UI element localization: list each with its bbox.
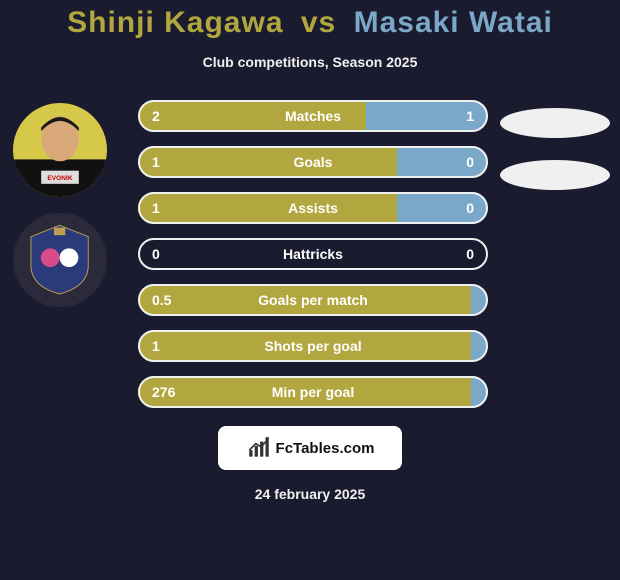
opponent-placeholders — [500, 108, 610, 212]
stat-label: Goals — [294, 154, 333, 170]
stat-value-left: 1 — [152, 200, 160, 216]
stat-row-goals: 1 0 Goals — [138, 146, 488, 178]
title-vs: vs — [301, 6, 336, 39]
placeholder-ellipse-1 — [500, 108, 610, 138]
stat-label: Hattricks — [283, 246, 343, 262]
stat-value-left: 1 — [152, 154, 160, 170]
stat-row-hattricks: 0 0 Hattricks — [138, 238, 488, 270]
stat-value-left: 2 — [152, 108, 160, 124]
stats-bars: 2 1 Matches 1 0 Goals 1 0 Assists 0 0 Hattricks 0.5 G… — [138, 100, 488, 408]
stat-value-left: 0 — [152, 246, 160, 262]
date-label: 24 february 2025 — [0, 486, 620, 502]
stat-row-goals-per-match: 0.5 Goals per match — [138, 284, 488, 316]
player-photo-icon: EVONIK — [13, 103, 107, 197]
watermark-badge: FcTables.com — [218, 426, 402, 470]
stat-label: Min per goal — [272, 384, 354, 400]
stat-value-right: 0 — [466, 154, 474, 170]
stat-label: Shots per goal — [264, 338, 361, 354]
stat-row-min-per-goal: 276 Min per goal — [138, 376, 488, 408]
placeholder-ellipse-2 — [500, 160, 610, 190]
comparison-content: EVONIK 2 1 Matches 1 0 Goals 1 0 Assists 0 0 Hattri… — [0, 100, 620, 408]
stat-value-right: 1 — [466, 108, 474, 124]
title-player2: Masaki Watai — [354, 6, 553, 39]
stat-value-left: 1 — [152, 338, 160, 354]
stat-label: Matches — [285, 108, 341, 124]
stat-value-right: 0 — [466, 246, 474, 262]
watermark-text: FcTables.com — [276, 440, 375, 457]
stat-value-left: 276 — [152, 384, 175, 400]
avatars-column: EVONIK — [10, 100, 110, 320]
player1-avatar: EVONIK — [10, 100, 110, 200]
player2-avatar — [10, 210, 110, 310]
title-player1: Shinji Kagawa — [67, 6, 283, 39]
subtitle: Club competitions, Season 2025 — [0, 54, 620, 70]
stat-label: Assists — [288, 200, 338, 216]
page-title: Shinji Kagawa vs Masaki Watai — [0, 0, 620, 40]
stat-row-matches: 2 1 Matches — [138, 100, 488, 132]
stat-row-shots-per-goal: 1 Shots per goal — [138, 330, 488, 362]
chart-icon — [246, 435, 272, 461]
svg-text:EVONIK: EVONIK — [47, 175, 72, 182]
stat-value-right: 0 — [466, 200, 474, 216]
stat-value-left: 0.5 — [152, 292, 171, 308]
stat-row-assists: 1 0 Assists — [138, 192, 488, 224]
stat-label: Goals per match — [258, 292, 368, 308]
club-crest-icon — [22, 222, 97, 297]
